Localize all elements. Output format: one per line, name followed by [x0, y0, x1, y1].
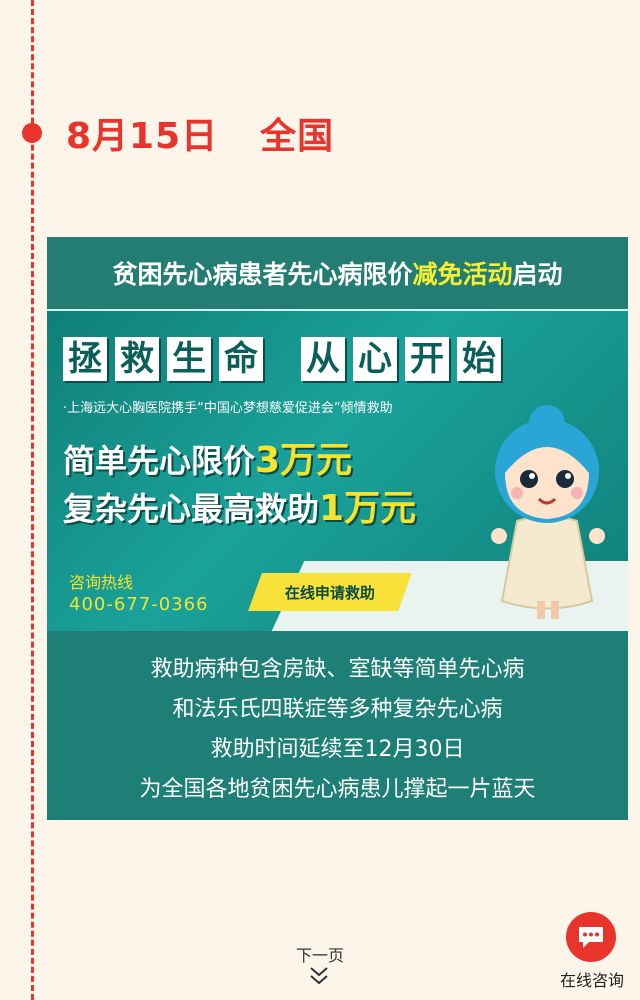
date-text: 8月15日 — [66, 116, 219, 157]
body-line: 救助时间延续至12月30日 — [210, 736, 465, 762]
hotline-label: 咨询热线 — [69, 573, 134, 592]
line2-num: 1万元 — [319, 488, 417, 529]
headline-char: 拯 — [63, 337, 107, 381]
banner-headline: 拯 救 生 命 从 心 开 始 — [63, 337, 501, 381]
online-consult-label[interactable]: 在线咨询 — [559, 971, 624, 990]
line1-text: 简单先心限价 — [63, 442, 256, 480]
title-prefix: 贫困先心病患者先心病限价 — [112, 260, 413, 289]
card-body: 救助病种包含房缺、室缺等简单先心病 和法乐氏四联症等多种复杂先心病 救助时间延续… — [47, 633, 628, 820]
price-line-complex: 复杂先心最高救助1万元 — [63, 479, 416, 531]
body-line: 和法乐氏四联症等多种复杂先心病 — [172, 696, 503, 722]
headline-char: 生 — [167, 337, 211, 381]
apply-aid-button[interactable]: 在线申请救助 — [248, 573, 412, 611]
promo-banner[interactable]: 拯 救 生 命 从 心 开 始 ·上海远大心胸医院携手“中国心梦想慈爱促进会”倾… — [47, 311, 628, 631]
body-line: 为全国各地贫困先心病患儿撑起一片蓝天 — [139, 776, 536, 802]
apply-aid-label: 在线申请救助 — [284, 583, 375, 602]
news-card: 贫困先心病患者先心病限价 减免活动 启动 拯 救 生 命 从 心 开 始 ·上海远大… — [47, 237, 628, 820]
price-line-simple: 简单先心限价3万元 — [63, 431, 352, 483]
banner-subtitle: ·上海远大心胸医院携手“中国心梦想慈爱促进会”倾情救助 — [63, 401, 393, 416]
headline-char: 从 — [301, 337, 345, 381]
headline-char: 开 — [405, 337, 449, 381]
headline-char: 心 — [353, 337, 397, 381]
next-page-link[interactable]: 下一页 — [295, 946, 344, 965]
card-title: 贫困先心病患者先心病限价 减免活动 启动 — [47, 237, 628, 311]
nurse-cartoon-icon — [491, 405, 605, 619]
line2-text: 复杂先心最高救助 — [63, 490, 320, 528]
region-text: 全国 — [260, 116, 335, 157]
double-chevron-down-icon[interactable] — [305, 966, 333, 986]
title-suffix: 启动 — [512, 260, 563, 289]
online-consult-button[interactable] — [566, 912, 616, 962]
timeline-line — [31, 0, 34, 1000]
line1-num: 3万元 — [255, 440, 353, 481]
title-highlight: 减免活动 — [412, 260, 513, 289]
date-heading: 8月15日 全国 — [66, 108, 334, 158]
hotline-number[interactable]: 400-677-0366 — [69, 594, 209, 615]
timeline-dot — [22, 123, 42, 143]
body-line: 救助病种包含房缺、室缺等简单先心病 — [150, 656, 525, 682]
headline-char: 始 — [457, 337, 501, 381]
headline-char: 救 — [115, 337, 159, 381]
chat-bubble-icon — [579, 927, 603, 948]
headline-char: 命 — [219, 337, 263, 381]
headline-spacer — [271, 337, 293, 381]
